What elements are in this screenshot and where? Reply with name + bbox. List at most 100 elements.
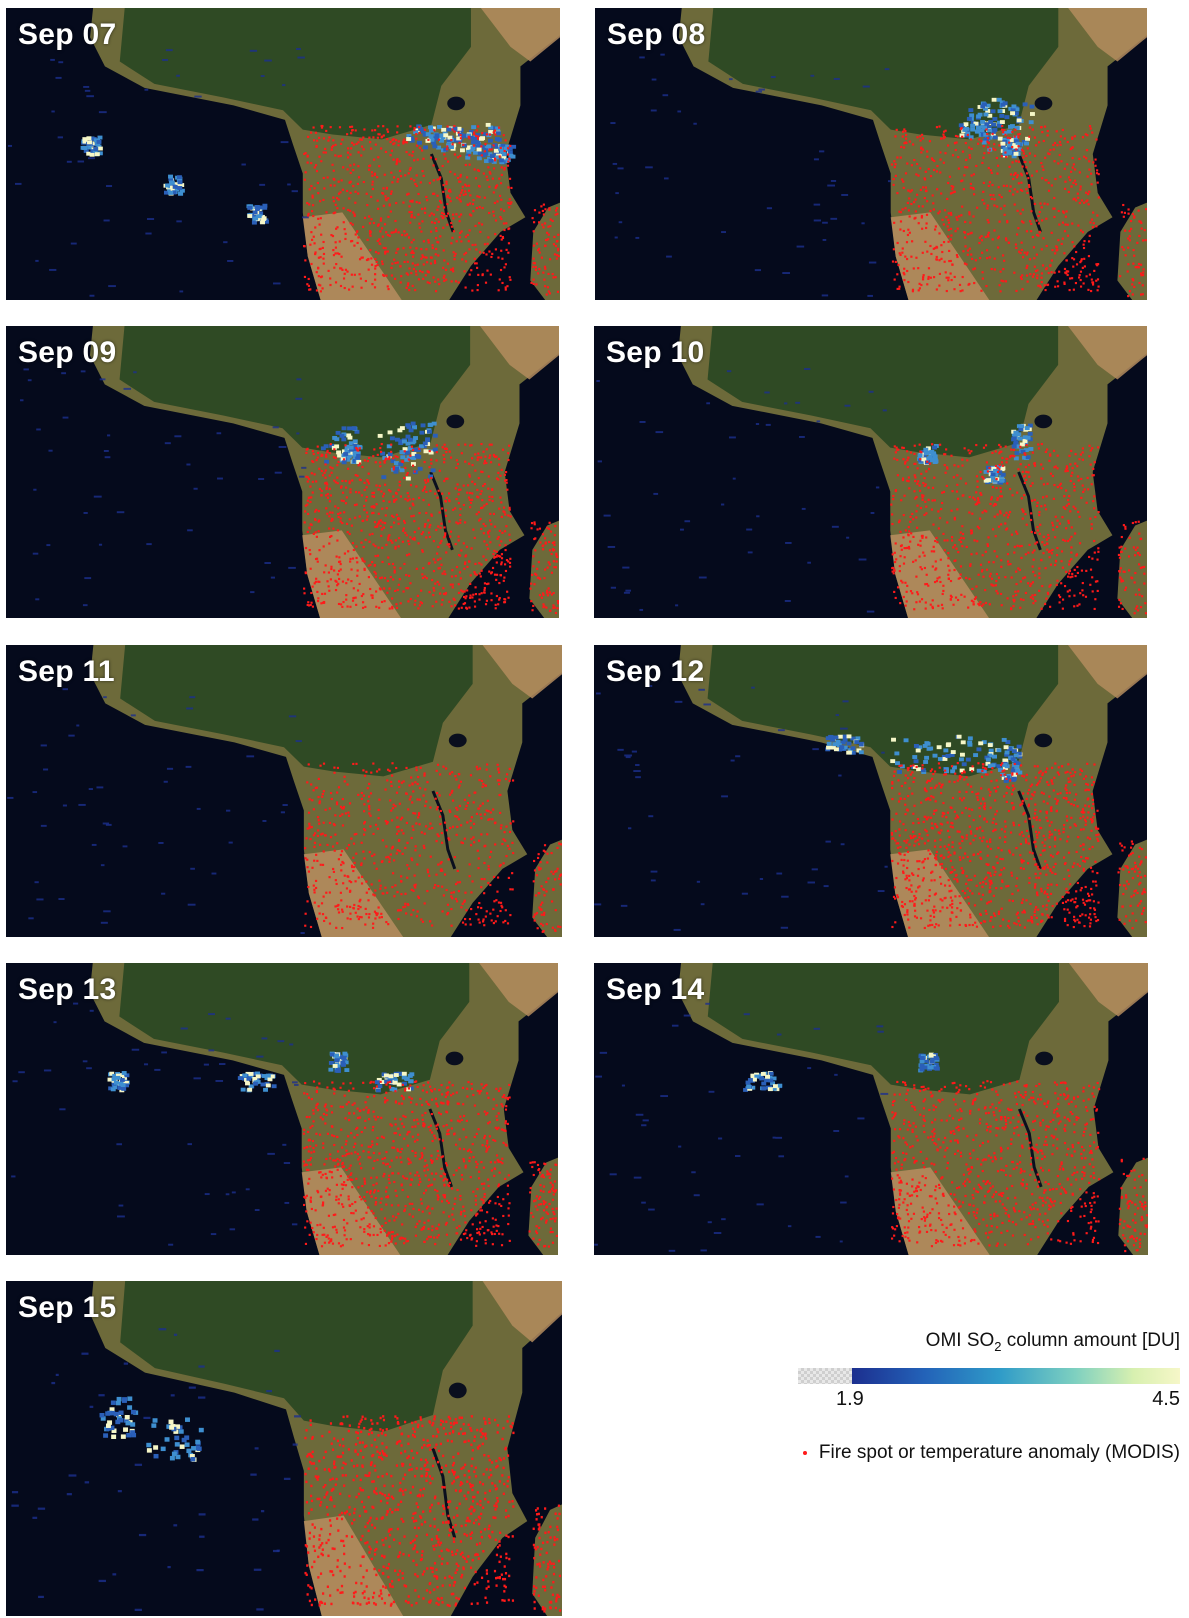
fire-spot <box>397 825 400 828</box>
so2-pixel <box>162 59 169 61</box>
fire-spot <box>384 457 388 460</box>
fire-spot <box>895 558 898 561</box>
fire-spot <box>434 227 438 230</box>
so2-plume-pixel <box>1019 424 1025 429</box>
fire-spot <box>937 510 940 513</box>
rainforest <box>708 8 1059 140</box>
fire-spot <box>936 577 939 580</box>
fire-spot <box>484 603 488 606</box>
fire-spot <box>357 151 360 154</box>
so2-plume-pixel <box>348 441 354 446</box>
so2-plume-pixel <box>172 182 178 187</box>
fire-spot <box>1095 225 1098 228</box>
fire-spot <box>318 580 321 583</box>
fire-spot <box>542 603 545 606</box>
so2-plume-pixel <box>1023 441 1029 445</box>
fire-spot <box>953 544 957 547</box>
fire-spot <box>978 527 981 530</box>
fire-spot <box>321 795 324 798</box>
so2-plume-pixel <box>334 444 340 449</box>
fire-spot <box>493 555 496 558</box>
fire-spot <box>485 133 488 136</box>
fire-spot <box>942 532 945 535</box>
fire-spot <box>1026 191 1029 195</box>
fire-spot <box>326 449 329 452</box>
fire-spot <box>901 446 904 449</box>
fire-spot <box>1137 520 1140 523</box>
fire-spot <box>417 607 420 610</box>
fire-spot <box>1025 253 1028 256</box>
fire-spot <box>987 231 990 234</box>
so2-pixel <box>801 507 806 510</box>
fire-spot <box>543 537 547 540</box>
fire-spot <box>530 281 533 284</box>
fire-spot <box>973 498 976 501</box>
fire-spot <box>908 215 911 218</box>
fire-spot <box>368 913 371 916</box>
fire-spot <box>467 189 471 192</box>
fire-spot <box>342 221 345 224</box>
fire-spot <box>1022 221 1025 224</box>
so2-plume-pixel <box>976 114 982 119</box>
fire-spot <box>436 791 439 795</box>
fire-spot <box>378 606 381 609</box>
fire-spot <box>390 274 394 277</box>
fire-spot <box>506 164 510 167</box>
fire-spot <box>369 825 372 828</box>
fire-spot <box>495 594 498 598</box>
fire-spot <box>974 503 977 506</box>
fire-spot <box>1019 212 1022 215</box>
fire-spot <box>460 230 463 233</box>
fire-spot <box>471 289 474 292</box>
fire-spot <box>457 583 460 586</box>
fire-spot <box>364 605 367 608</box>
fire-spot <box>550 571 553 574</box>
so2-pixel <box>99 378 106 381</box>
fire-spot <box>957 156 960 159</box>
fire-spot <box>500 249 503 252</box>
fire-spot <box>404 174 407 177</box>
fire-spot <box>924 601 927 604</box>
fire-spot <box>332 139 335 142</box>
fire-spot <box>928 462 931 465</box>
fire-spot <box>431 244 434 247</box>
fire-spot <box>1087 255 1091 258</box>
fire-spot <box>475 134 478 138</box>
fire-spot <box>443 526 446 529</box>
fire-spot <box>452 597 455 600</box>
fire-spot <box>555 552 558 555</box>
fire-spot <box>1061 221 1065 224</box>
fire-spot <box>306 499 309 502</box>
fire-spot <box>1090 278 1093 281</box>
fire-spot <box>478 593 481 596</box>
fire-spot <box>337 192 341 195</box>
fire-spot <box>918 282 921 285</box>
fire-spot <box>483 582 487 585</box>
so2-plume-pixel <box>425 132 431 137</box>
so2-plume-pixel <box>408 136 414 141</box>
fire-spot <box>986 544 989 548</box>
fire-spot <box>1142 271 1145 274</box>
fire-spot <box>489 850 493 853</box>
fire-spot <box>1019 188 1023 191</box>
fire-spot <box>436 178 439 181</box>
fire-spot <box>893 160 896 163</box>
fire-spot <box>893 568 896 571</box>
fire-spot <box>345 582 348 585</box>
fire-spot <box>425 490 428 494</box>
fire-spot <box>453 125 456 128</box>
fire-spot <box>436 580 439 583</box>
fire-spot <box>390 149 394 152</box>
fire-spot <box>499 216 502 219</box>
fire-spot <box>460 606 463 609</box>
fire-spot <box>1037 284 1040 287</box>
fire-spot <box>1092 474 1095 477</box>
fire-spot <box>448 600 451 603</box>
fire-spot <box>439 235 442 238</box>
so2-plume-pixel <box>447 135 453 140</box>
fire-spot <box>906 201 909 205</box>
fire-spot <box>497 289 500 292</box>
so2-plume-pixel <box>89 152 95 157</box>
fire-spot <box>364 923 367 926</box>
fire-spot <box>981 161 984 165</box>
